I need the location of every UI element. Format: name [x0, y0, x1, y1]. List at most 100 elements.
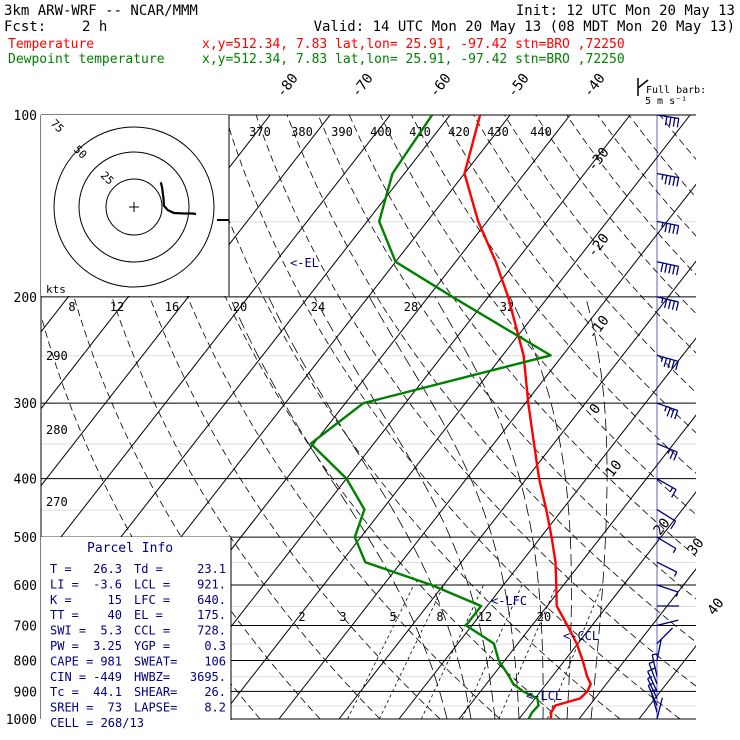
wind-barb-feather [675, 301, 680, 311]
dry-adiabat [442, 115, 696, 434]
isotherm-line [278, 183, 696, 720]
isotherm-label: -70 [349, 71, 377, 101]
speed-label: 24 [311, 300, 325, 314]
wind-barb-feather [668, 176, 672, 186]
wind-barb-feather [661, 222, 664, 228]
parcel-level-label: <-CCL [563, 629, 599, 643]
wind-barb [656, 354, 679, 363]
wind-barb [656, 478, 677, 491]
wind-barb-feather [672, 224, 676, 234]
wind-barb-feather [664, 406, 668, 412]
wind-barb-feather [673, 571, 678, 577]
barb-legend: Full barb: 5 m s⁻¹ [637, 78, 706, 107]
parcel-field-label: SWI = [50, 624, 86, 638]
parcel-field-value: 44.1 [93, 685, 122, 699]
parcel-field-label: T = [50, 562, 72, 576]
barb-legend-flag [637, 79, 649, 89]
isotherm-label: 30 [685, 535, 708, 558]
wind-barb-feather [671, 300, 676, 310]
valid-time: Valid: 14 UTC Mon 20 May 13 (08 MDT Mon … [314, 19, 735, 35]
init-time: Init: 12 UTC Mon 20 May 13 [516, 3, 735, 19]
hodograph-units: kts [46, 283, 66, 296]
mixing-ratio-line [378, 584, 445, 720]
parcel-field-value: 106 [204, 654, 226, 668]
wind-barb-feather [664, 175, 668, 185]
wind-barb [656, 508, 677, 522]
wind-barb-feather [675, 361, 679, 371]
moist-adiabat [313, 296, 496, 720]
mixing-ratio-line [546, 584, 603, 720]
wind-barb [656, 627, 674, 644]
pressure-tick-label: 300 [14, 397, 37, 412]
parcel-field-value: -3.6 [93, 577, 122, 591]
wind-barb [656, 536, 677, 550]
parcel-info-title: Parcel Info [87, 541, 173, 556]
pressure-tick-label: 1000 [6, 713, 37, 728]
wind-barb-feather [675, 591, 679, 597]
isotherm-label: 20 [651, 515, 674, 538]
parcel-field-label: SWEAT= [134, 654, 177, 668]
wind-barb-feather [661, 174, 664, 180]
isotherm-label: -50 [505, 71, 533, 101]
wind-barb-feather [672, 117, 676, 127]
theta-label: 400 [370, 125, 392, 139]
wind-barb-feather [671, 360, 675, 370]
pressure-tick-label: 100 [14, 109, 37, 124]
wind-barb [647, 685, 658, 706]
parcel-level-label: <-EL [290, 256, 319, 270]
wind-barb [656, 443, 678, 453]
wind-barb-feather [663, 357, 668, 367]
wind-barb-feather [673, 451, 678, 461]
wind-barb [656, 638, 662, 661]
parcel-field-value: 3695. [190, 670, 226, 684]
isotherm-label: -20 [585, 231, 613, 261]
header: 3km ARW-WRF -- NCAR/MMM Init: 12 UTC Mon… [4, 3, 735, 67]
dry-adiabat [348, 115, 696, 557]
parcel-field-label: Tc = [50, 685, 79, 699]
wind-barb [656, 584, 679, 593]
parcel-field-label: LAPSE= [134, 701, 177, 715]
parcel-field-label: SREH = [50, 701, 93, 715]
dry-adiabat [224, 115, 681, 720]
wind-barb-feather [661, 298, 664, 304]
wind-barb [647, 671, 658, 692]
parcel-field-label: CCL = [134, 624, 170, 638]
isotherm-line [518, 491, 696, 720]
moist-adiabat [509, 296, 572, 720]
wind-barb-feather [670, 520, 677, 530]
moist-adiabat [368, 296, 520, 720]
dry-adiabat [255, 115, 696, 687]
dry-adiabat [628, 115, 696, 199]
model-title: 3km ARW-WRF -- NCAR/MMM [4, 3, 198, 19]
isotherm-label: 40 [705, 595, 728, 618]
isotherm-line [218, 115, 691, 720]
wind-barb-feather [676, 177, 680, 187]
wind-barb-feather [660, 262, 664, 272]
parcel-field-label: LFC = [134, 593, 170, 607]
pressure-tick-label: 400 [14, 473, 37, 488]
parcel-field-value: 0.3 [204, 639, 226, 653]
mixing-ratio-label: 2 [298, 610, 305, 624]
pressure-tick-label: 700 [14, 619, 37, 634]
isotherm-label: -30 [585, 145, 613, 175]
theta-side-label: 280 [46, 423, 68, 437]
parcel-level-label: <-LCL [526, 689, 562, 703]
speed-labels: 8 12 16 20 24 28 32 [68, 300, 514, 314]
isobar-minor [41, 443, 696, 445]
mixing-ratio-line [420, 584, 484, 720]
pressure-tick-label: 200 [14, 291, 37, 306]
parcel-field-value: 26. [204, 685, 226, 699]
wind-barb-feather [674, 410, 679, 420]
wind-barb-feather [648, 661, 655, 665]
wind-barb-feather [672, 176, 676, 186]
pressure-tick-label: 500 [14, 531, 37, 546]
parcel-field-value: 26.3 [93, 562, 122, 576]
parcel-field-label: Td = [134, 562, 163, 576]
parcel-field-label: LI = [50, 577, 79, 591]
wind-barb-feather [667, 299, 672, 309]
dry-adiabat [473, 115, 696, 394]
isotherm-label: -10 [585, 313, 613, 343]
pressure-tick-label: 900 [14, 685, 37, 700]
parcel-field-label: PW = [50, 639, 79, 653]
speed-label: 28 [404, 300, 418, 314]
